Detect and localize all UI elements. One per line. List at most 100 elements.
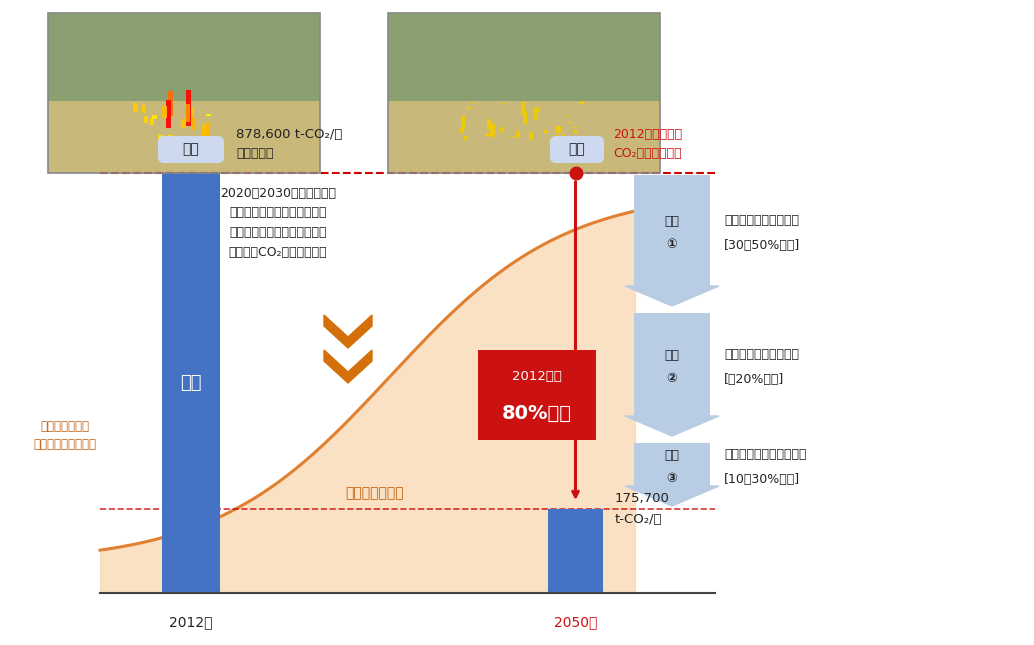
Bar <box>190 117 195 130</box>
Text: 878,600 t-CO₂/年: 878,600 t-CO₂/年 <box>236 128 342 141</box>
Bar <box>565 115 569 116</box>
Bar <box>48 101 320 173</box>
Text: ②: ② <box>667 372 677 385</box>
Bar <box>158 135 163 141</box>
Text: [30～50%程度]: [30～50%程度] <box>724 239 800 252</box>
Polygon shape <box>625 416 719 436</box>
Bar <box>555 135 559 140</box>
Bar <box>536 107 540 112</box>
Bar <box>634 443 710 488</box>
Text: 2020～2030年あたりの都
心部の建替更新ピークに合わ
せ、省エネ対策を行うことが
効果的なCO₂削減へ繋がる: 2020～2030年あたりの都 心部の建替更新ピークに合わ せ、省エネ対策を行う… <box>220 187 336 259</box>
Text: 2050年: 2050年 <box>554 615 598 629</box>
Bar <box>150 118 154 125</box>
Bar <box>169 135 173 140</box>
Bar <box>470 103 475 104</box>
Bar <box>203 125 207 134</box>
Text: ①: ① <box>667 238 677 251</box>
Bar <box>580 101 584 104</box>
Text: 再生可能エネルギー利用: 再生可能エネルギー利用 <box>724 448 807 461</box>
Bar <box>461 116 465 128</box>
Bar <box>523 111 527 124</box>
Bar <box>161 141 165 143</box>
Bar <box>500 126 505 132</box>
Text: CO₂排出量を基準: CO₂排出量を基準 <box>613 147 681 160</box>
Bar <box>556 126 560 134</box>
Bar <box>544 130 548 134</box>
Text: t-CO₂/年: t-CO₂/年 <box>615 513 663 526</box>
Bar <box>467 106 472 109</box>
Bar <box>162 106 166 117</box>
Bar <box>634 175 710 288</box>
Bar <box>48 13 320 173</box>
Bar <box>516 132 520 138</box>
Bar <box>189 106 193 116</box>
Polygon shape <box>324 315 372 348</box>
Bar <box>48 13 320 173</box>
Bar <box>490 125 494 137</box>
Bar <box>206 121 210 134</box>
Text: エネルギーの面的利用: エネルギーの面的利用 <box>724 348 799 361</box>
Bar <box>569 122 573 123</box>
Bar <box>388 101 660 173</box>
Text: 2012年の都心の: 2012年の都心の <box>613 128 682 141</box>
Bar <box>388 13 660 173</box>
Bar <box>162 173 220 593</box>
Bar <box>464 136 468 141</box>
Text: （計算値）: （計算値） <box>236 147 274 160</box>
Polygon shape <box>324 350 372 383</box>
Text: ③: ③ <box>667 472 677 485</box>
Bar <box>203 126 207 137</box>
Bar <box>521 102 525 115</box>
Text: 175,700: 175,700 <box>615 492 670 505</box>
Text: 現在: 現在 <box>180 374 202 392</box>
Bar <box>144 116 148 123</box>
Bar <box>569 137 573 143</box>
Text: 80%削減: 80%削減 <box>501 404 572 422</box>
Bar <box>166 101 171 128</box>
Polygon shape <box>625 486 719 506</box>
Bar <box>133 103 138 112</box>
Bar <box>574 130 578 134</box>
Bar <box>573 127 577 128</box>
Bar <box>206 114 211 115</box>
Bar <box>548 509 603 593</box>
Bar <box>187 92 191 104</box>
Bar <box>152 115 157 119</box>
Text: 対策: 対策 <box>665 215 679 228</box>
Text: 目標: 目標 <box>569 143 585 157</box>
Text: 建物更新の動向
（建替面積の累積）: 建物更新の動向 （建替面積の累積） <box>33 419 96 450</box>
Bar <box>503 103 507 104</box>
Text: 実績: 実績 <box>183 143 200 157</box>
Bar <box>485 134 489 136</box>
FancyBboxPatch shape <box>550 136 604 163</box>
Text: 2012年比: 2012年比 <box>512 370 561 384</box>
Bar <box>142 105 146 114</box>
Bar <box>478 350 596 440</box>
Bar <box>634 313 710 418</box>
Bar <box>186 104 190 122</box>
Text: 建物の省エネルギー化: 建物の省エネルギー化 <box>724 214 799 227</box>
Bar <box>460 128 464 133</box>
Text: 建物建替が急増: 建物建替が急増 <box>345 486 404 500</box>
Bar <box>534 108 538 121</box>
Bar <box>529 132 534 140</box>
Bar <box>169 91 173 116</box>
Bar <box>186 90 191 126</box>
Bar <box>388 13 660 173</box>
Bar <box>204 128 209 142</box>
Bar <box>487 119 491 130</box>
Bar <box>568 136 572 137</box>
Text: 対策: 対策 <box>665 449 679 462</box>
Bar <box>549 140 553 142</box>
Text: [～20%程度]: [～20%程度] <box>724 373 784 386</box>
Text: 2012年: 2012年 <box>170 615 213 629</box>
Bar <box>510 136 514 137</box>
Bar <box>491 124 495 128</box>
Bar <box>181 119 186 128</box>
Bar <box>544 131 548 133</box>
Text: 対策: 対策 <box>665 349 679 362</box>
Text: [10～30%程度]: [10～30%程度] <box>724 473 800 486</box>
Polygon shape <box>625 286 719 306</box>
FancyBboxPatch shape <box>158 136 224 163</box>
Bar <box>560 135 565 140</box>
